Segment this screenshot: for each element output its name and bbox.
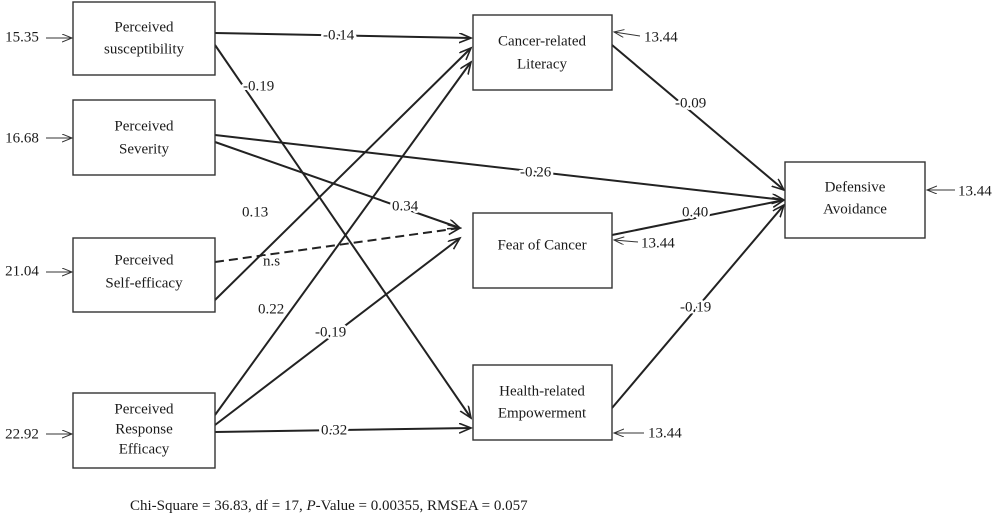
error-value: 21.04 xyxy=(5,263,39,279)
node-box xyxy=(72,1,216,76)
node-label: Efficacy xyxy=(119,441,170,457)
node-label: Fear of Cancer xyxy=(497,237,586,253)
edge xyxy=(611,205,784,409)
edge-label: -0.09 xyxy=(675,95,706,111)
node-label: Defensive xyxy=(825,179,886,195)
edge-label: 0.22 xyxy=(258,301,284,317)
fit-text: Chi-Square = 36.83, df = 17, xyxy=(130,498,306,514)
edge-label: -0.19 xyxy=(243,78,274,94)
node-label: Perceived xyxy=(114,401,174,417)
fit-statistics: Chi-Square = 36.83, df = 17, P-Value = 0… xyxy=(130,498,528,514)
node-label: Empowerment xyxy=(498,405,587,421)
edge-label: 0.40 xyxy=(682,204,708,220)
edges xyxy=(214,32,784,432)
edge-label: 0.32 xyxy=(321,422,347,438)
edge xyxy=(214,238,460,426)
edge-label: -0.19 xyxy=(680,299,711,315)
edge-label: n.s xyxy=(263,253,280,269)
edge-label: -0.14 xyxy=(323,27,355,43)
node-label: Literacy xyxy=(517,56,567,72)
error-arrow xyxy=(614,32,641,36)
fit-text: P xyxy=(305,498,315,514)
edge-label: 0.13 xyxy=(242,204,268,220)
fit-text: -Value = 0.00355, RMSEA = 0.057 xyxy=(316,498,528,514)
nodes: Perceived susceptibility Perceived Sever… xyxy=(72,1,926,469)
node-label: susceptibility xyxy=(104,41,184,57)
node-box xyxy=(72,392,216,469)
error-value: 15.35 xyxy=(5,29,39,45)
edge xyxy=(214,428,471,432)
edge-label: -0.26 xyxy=(520,164,552,180)
edge-labels: -0.14 -0.19 -0.26 0.34 0.13 n.s 0.22 -0.… xyxy=(240,25,714,441)
error-value: 22.92 xyxy=(5,426,39,442)
edge-label: 0.34 xyxy=(392,198,419,214)
node-box xyxy=(72,237,216,313)
node-label: Severity xyxy=(119,141,169,157)
error-arrow xyxy=(614,240,639,242)
edge xyxy=(214,134,784,200)
error-values: 15.35 16.68 21.04 22.92 13.44 13.44 13.4… xyxy=(5,29,992,442)
edge-label: -0.19 xyxy=(315,324,346,340)
edge xyxy=(214,62,471,416)
node-label: Response xyxy=(115,421,173,437)
node-box xyxy=(72,99,216,176)
error-value: 13.44 xyxy=(641,235,675,251)
error-value: 13.44 xyxy=(648,425,682,441)
node-label: Health-related xyxy=(499,383,585,399)
error-value: 13.44 xyxy=(958,183,992,199)
node-label: Cancer-related xyxy=(498,33,586,49)
node-label: Avoidance xyxy=(823,201,887,217)
node-label: Perceived xyxy=(114,19,174,35)
edge xyxy=(611,200,784,236)
node-label: Self-efficacy xyxy=(105,275,183,291)
node-box xyxy=(784,161,926,239)
edge xyxy=(214,141,460,228)
edge xyxy=(611,44,784,190)
edge xyxy=(214,48,471,301)
node-box xyxy=(472,212,613,289)
node-label: Perceived xyxy=(114,118,174,134)
error-arrows xyxy=(46,32,955,434)
edge xyxy=(214,44,471,418)
edge xyxy=(214,32,471,38)
node-box xyxy=(472,364,613,441)
node-label: Perceived xyxy=(114,252,174,268)
error-value: 13.44 xyxy=(644,29,678,45)
error-value: 16.68 xyxy=(5,130,39,146)
node-box xyxy=(472,14,613,91)
